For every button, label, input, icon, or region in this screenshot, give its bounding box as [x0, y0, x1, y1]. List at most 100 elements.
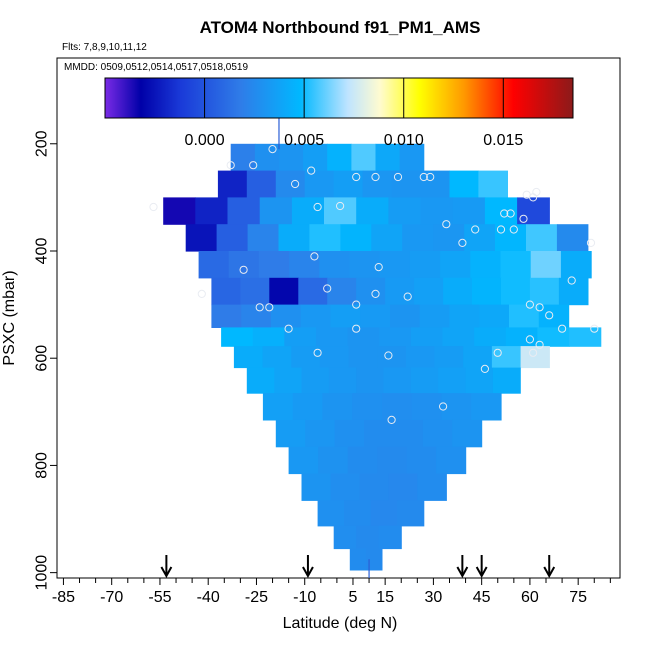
sample-point — [149, 202, 158, 212]
heatmap-cell — [505, 327, 538, 347]
heatmap-cell — [309, 224, 341, 252]
heatmap-cell — [417, 473, 447, 501]
sample-point — [239, 265, 248, 274]
heatmap-cells — [163, 143, 602, 571]
heatmap-cell — [349, 251, 381, 279]
sample-point — [525, 300, 535, 309]
heatmap-cell — [356, 277, 386, 306]
x-tick-label: 45 — [473, 589, 491, 606]
heatmap-cell — [410, 367, 439, 394]
colorbar: 0.000 0.005 0.010 0.015 — [104, 77, 574, 149]
heatmap-cell — [198, 251, 230, 279]
heatmap-cell — [375, 143, 401, 172]
colorbar-tick-label: 0.000 — [185, 132, 225, 149]
sample-point — [506, 209, 515, 218]
heatmap-cell — [509, 304, 540, 328]
y-tick-label: 200 — [34, 130, 51, 157]
flight-marker-head — [160, 566, 173, 579]
heatmap-cell — [436, 446, 467, 475]
x-tick-label: 30 — [425, 589, 443, 606]
sample-point — [291, 179, 300, 189]
sample-point — [284, 324, 293, 333]
heatmap-cell — [288, 446, 319, 475]
heatmap-cell — [351, 143, 377, 172]
sample-point — [426, 172, 435, 182]
heatmap-cell — [262, 393, 294, 421]
heatmap-cell — [301, 367, 330, 394]
heatmap-cell — [228, 251, 260, 279]
heatmap-cell — [378, 525, 402, 550]
heatmap-cell — [569, 327, 602, 347]
sample-point — [532, 187, 541, 197]
heatmap-cell — [269, 277, 299, 306]
colorbar-tick-label: 0.015 — [483, 132, 523, 149]
sample-point — [265, 303, 274, 312]
sample-point — [535, 303, 544, 312]
sample-point — [226, 161, 235, 170]
heatmap-cell — [356, 525, 380, 550]
x-tick-label: -85 — [52, 589, 75, 606]
heatmap-cell — [303, 143, 328, 172]
heatmap-cell — [393, 419, 424, 448]
heatmap-cell — [322, 393, 353, 421]
heatmap-cell — [406, 446, 437, 475]
x-tick-label: 5 — [349, 589, 358, 606]
sample-point — [384, 351, 393, 360]
sample-point — [442, 220, 451, 229]
sample-point — [529, 348, 538, 357]
heatmap-cell — [478, 170, 508, 198]
heatmap-cell — [278, 224, 310, 252]
heatmap-cell — [333, 170, 364, 198]
y-axis: 200 400 600 800 1000 — [34, 130, 57, 590]
heatmap-cell — [327, 277, 357, 306]
heatmap-cell — [333, 525, 357, 550]
sample-point — [249, 161, 258, 170]
heatmap-cell — [340, 224, 372, 252]
heatmap-cell — [409, 251, 441, 279]
heatmap-cell — [419, 304, 451, 328]
y-tick-label: 600 — [34, 345, 51, 372]
heatmap-cell — [352, 393, 383, 421]
heatmap-cell — [211, 304, 242, 328]
heatmap-cell — [252, 327, 285, 347]
heatmap-cell — [370, 500, 398, 527]
dates-subtitle: MMDD: 0509,0512,0514,0517,0518,0519 — [64, 62, 249, 73]
heatmap-cell — [517, 197, 550, 225]
x-tick-label: -10 — [293, 589, 316, 606]
sample-point — [535, 340, 544, 349]
sample-points — [149, 145, 599, 424]
heatmap-cell — [349, 548, 367, 571]
colorbar-tick-label: 0.010 — [384, 132, 424, 149]
heatmap-cell — [452, 197, 486, 225]
x-tick-label: 60 — [521, 589, 539, 606]
heatmap-cell — [275, 170, 306, 198]
heatmap-cell — [324, 197, 357, 225]
heatmap-cell — [298, 277, 328, 306]
heatmap-cell — [397, 500, 425, 527]
heatmap-cell — [291, 197, 325, 225]
x-tick-label: -55 — [148, 589, 171, 606]
heatmap-cell — [464, 224, 496, 252]
x-tick-label: -70 — [100, 589, 123, 606]
sample-point — [313, 348, 322, 357]
heatmap-cell — [328, 367, 357, 394]
sample-point — [509, 225, 518, 234]
heatmap-cell — [356, 197, 389, 225]
sample-point — [500, 209, 509, 218]
sample-point — [439, 402, 448, 411]
heatmap-cell — [371, 224, 403, 252]
heatmap-cell — [233, 346, 264, 369]
heatmap-cell — [291, 346, 321, 369]
heatmap-cell — [379, 327, 412, 347]
colorbar-tick-label: 0.005 — [284, 132, 324, 149]
heatmap-cell — [246, 170, 277, 198]
heatmap-cell — [449, 170, 480, 198]
heatmap-cell — [381, 393, 413, 421]
heatmap-cell — [560, 251, 592, 279]
pressure-drops — [278, 116, 370, 578]
heatmap-cell — [422, 419, 453, 448]
heatmap-cell — [391, 170, 422, 198]
colorbar-scale — [104, 77, 574, 119]
heatmap-cell — [221, 327, 254, 347]
sample-point — [525, 335, 535, 344]
